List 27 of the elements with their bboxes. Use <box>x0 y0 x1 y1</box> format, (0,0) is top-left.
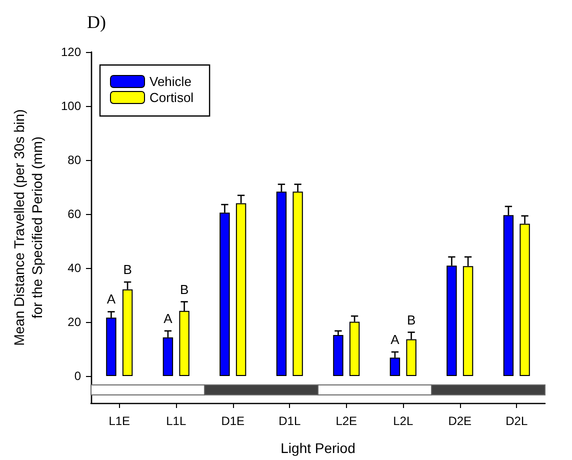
y-tick-label: 80 <box>68 153 82 167</box>
legend-label: Cortisol <box>150 90 194 105</box>
x-tick-label: D1E <box>221 414 245 428</box>
x-tick-label: L2L <box>393 414 414 428</box>
y-tick-label: 60 <box>68 207 82 221</box>
x-tick-label: D2E <box>448 414 472 428</box>
annotation: A <box>106 292 116 307</box>
legend-label: Vehicle <box>150 74 192 89</box>
y-tick-label: 120 <box>60 45 82 59</box>
x-tick-label: L1E <box>108 414 130 428</box>
bar <box>333 334 344 376</box>
y-axis-title: Mean Distance Travelled (per 30s bin) for the Specified Period (mm) <box>11 109 45 346</box>
x-tick-label: L1L <box>166 414 186 428</box>
chart-title: D) <box>87 12 106 32</box>
x-axis-title: Light Period <box>280 440 356 456</box>
x-tick-label: L2E <box>336 414 358 428</box>
y-tick-label: 20 <box>68 315 82 329</box>
annotation: B <box>180 282 189 297</box>
y-tick-label: 0 <box>74 369 82 383</box>
annotation: A <box>390 332 400 347</box>
annotation: B <box>406 312 416 328</box>
x-tick-label: D1L <box>278 414 301 428</box>
y-tick-label: 100 <box>60 99 82 113</box>
x-tick-label: D2L <box>506 414 528 428</box>
annotation: A <box>164 310 173 326</box>
annotation: B <box>123 262 132 278</box>
y-tick-label: 40 <box>68 261 82 275</box>
